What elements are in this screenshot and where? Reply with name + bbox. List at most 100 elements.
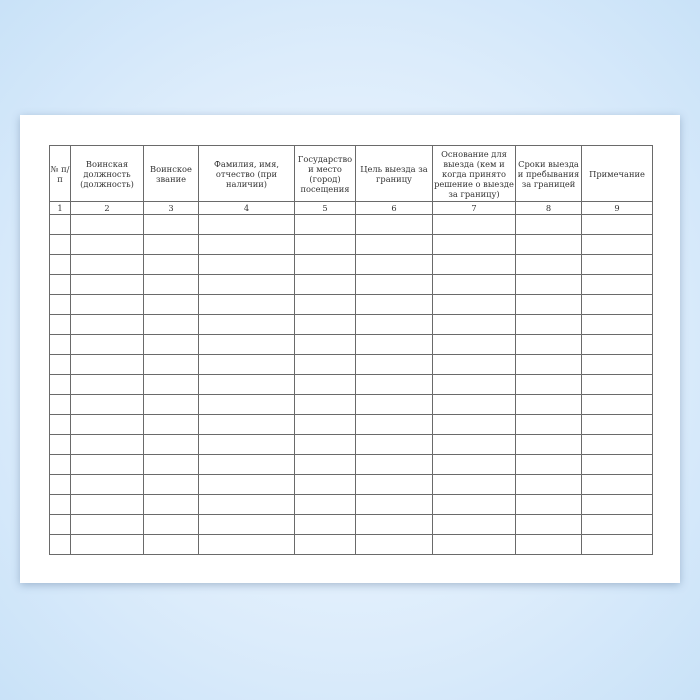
document-page: № п/п Воинская должность (должность) Воинс… (20, 115, 680, 583)
table-cell (432, 234, 516, 255)
column-number: 1 (49, 201, 71, 215)
table-cell (143, 434, 199, 455)
table-cell (515, 474, 582, 495)
table-row (49, 434, 653, 455)
column-header: № п/п (49, 145, 71, 202)
table-row (49, 314, 653, 335)
table-cell (294, 214, 356, 235)
table-cell (515, 514, 582, 535)
table-cell (355, 254, 433, 275)
table-cell (70, 254, 144, 275)
table-cell (198, 394, 295, 415)
column-number: 7 (432, 201, 516, 215)
table-cell (581, 254, 653, 275)
table-cell (70, 214, 144, 235)
table-cell (581, 374, 653, 395)
table-row (49, 354, 653, 375)
table-cell (515, 274, 582, 295)
table-cell (143, 414, 199, 435)
table-cell (294, 534, 356, 555)
table-cell (49, 414, 71, 435)
table-cell (294, 474, 356, 495)
table-cell (432, 354, 516, 375)
table-cell (143, 454, 199, 475)
table-cell (70, 294, 144, 315)
table-cell (49, 214, 71, 235)
table-cell (70, 414, 144, 435)
table-cell (581, 414, 653, 435)
table-cell (581, 294, 653, 315)
column-number: 2 (70, 201, 144, 215)
table-cell (581, 394, 653, 415)
table-row (49, 334, 653, 355)
table-cell (70, 374, 144, 395)
table-cell (198, 214, 295, 235)
table-cell (355, 534, 433, 555)
table-row (49, 254, 653, 275)
table-cell (198, 274, 295, 295)
table-cell (581, 314, 653, 335)
table-cell (515, 414, 582, 435)
table-cell (70, 334, 144, 355)
table-cell (581, 454, 653, 475)
table-cell (432, 214, 516, 235)
table-cell (49, 534, 71, 555)
table-cell (143, 334, 199, 355)
table-cell (49, 314, 71, 335)
table-cell (70, 234, 144, 255)
table-cell (198, 414, 295, 435)
table-cell (198, 434, 295, 455)
table-cell (432, 274, 516, 295)
table-row (49, 234, 653, 255)
table-cell (70, 454, 144, 475)
table-cell (198, 374, 295, 395)
table-cell (294, 354, 356, 375)
column-number: 9 (581, 201, 653, 215)
table-cell (581, 434, 653, 455)
table-cell (355, 354, 433, 375)
table-cell (143, 274, 199, 295)
departure-register-table: № п/п Воинская должность (должность) Воинс… (49, 145, 653, 555)
table-cell (70, 314, 144, 335)
table-cell (432, 254, 516, 275)
column-header: Примечание (581, 145, 653, 202)
table-cell (432, 534, 516, 555)
table-cell (143, 374, 199, 395)
table-cell (294, 394, 356, 415)
table-cell (143, 294, 199, 315)
table-row (49, 494, 653, 515)
table-cell (49, 474, 71, 495)
table-row (49, 274, 653, 295)
table-cell (515, 254, 582, 275)
table-cell (294, 514, 356, 535)
table-cell (143, 254, 199, 275)
table-cell (143, 234, 199, 255)
table-cell (432, 414, 516, 435)
table-cell (581, 334, 653, 355)
table-cell (294, 374, 356, 395)
table-row (49, 474, 653, 495)
table-cell (49, 334, 71, 355)
table-cell (198, 534, 295, 555)
table-cell (515, 354, 582, 375)
table-cell (515, 214, 582, 235)
table-cell (581, 214, 653, 235)
table-cell (198, 514, 295, 535)
table-cell (49, 354, 71, 375)
table-cell (70, 494, 144, 515)
table-cell (49, 374, 71, 395)
table-cell (355, 434, 433, 455)
column-number: 3 (143, 201, 199, 215)
table-row (49, 294, 653, 315)
table-cell (432, 294, 516, 315)
column-number: 4 (198, 201, 295, 215)
table-row (49, 514, 653, 535)
table-cell (581, 514, 653, 535)
table-cell (294, 314, 356, 335)
table-cell (515, 494, 582, 515)
column-header: Воинская должность (должность) (70, 145, 144, 202)
table-cell (432, 514, 516, 535)
table-cell (432, 374, 516, 395)
table-cell (515, 454, 582, 475)
column-header: Сроки выезда и пребывания за границей (515, 145, 582, 202)
